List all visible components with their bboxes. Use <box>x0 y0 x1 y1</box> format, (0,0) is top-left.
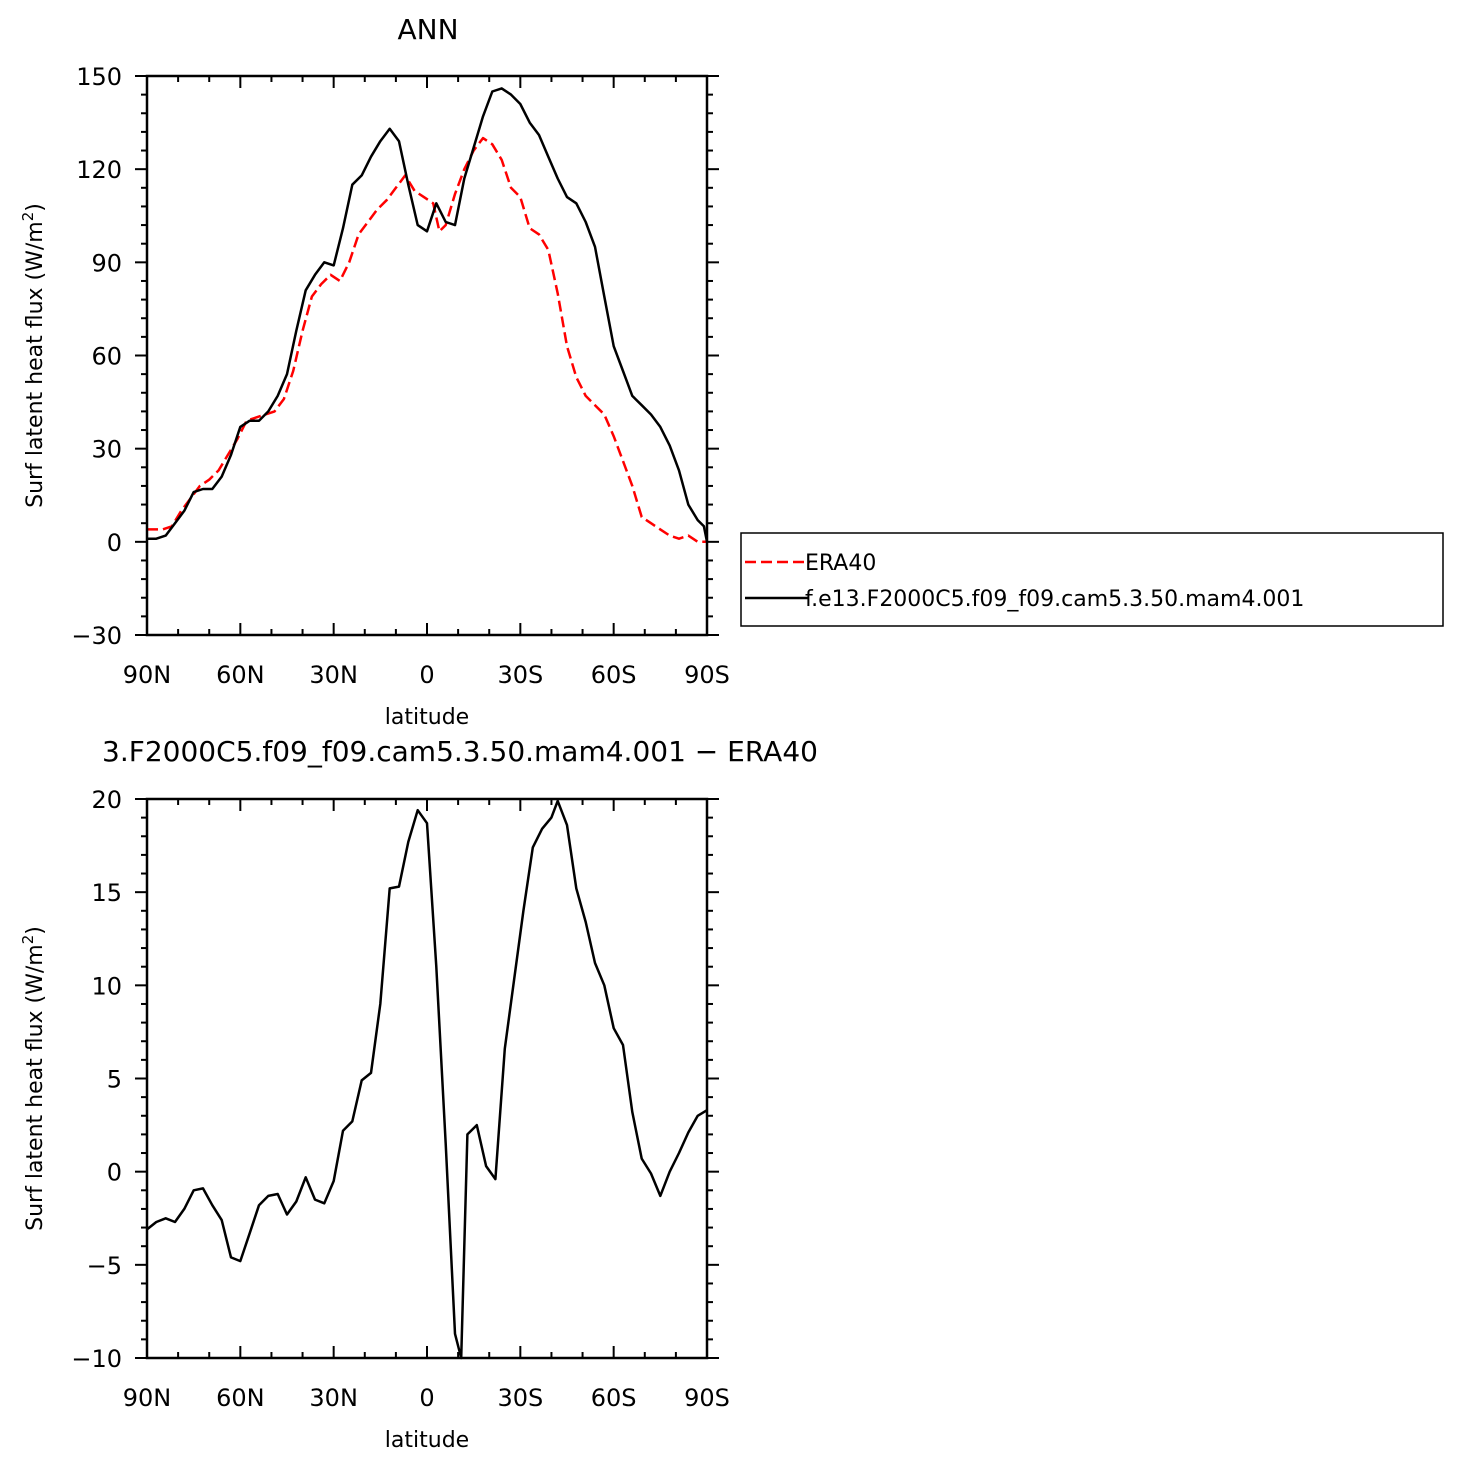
bottom-chart-y-axis-label: Surf latent heat flux (W/m2) <box>19 926 48 1231</box>
bottom-chart-y-tick-label: 20 <box>91 786 122 814</box>
legend-era40-label: ERA40 <box>805 551 876 576</box>
bottom-chart-x-tick-label: 0 <box>419 1384 434 1412</box>
bottom-chart-x-tick-label: 60N <box>216 1384 265 1412</box>
bottom-chart-series-line-0 <box>146 799 708 1360</box>
top-chart-y-tick-label: 0 <box>107 529 122 557</box>
top-chart-x-tick-label: 60S <box>591 661 637 689</box>
top-chart-x-tick-label: 90S <box>684 661 730 689</box>
bottom-chart-x-axis-label: latitude <box>385 1428 469 1453</box>
bottom-chart-x-tick-label: 30S <box>497 1384 543 1412</box>
bottom-chart-title: 3.F2000C5.f09_f09.cam5.3.50.mam4.001 − E… <box>102 735 818 768</box>
top-chart-y-tick-label: 150 <box>76 63 122 91</box>
bottom-chart-y-tick-label: −10 <box>71 1345 122 1373</box>
top-chart-lines <box>147 87 709 544</box>
bottom-chart-tick-labels: 90N 60N 30N 0 30S 60S 90S 20 15 10 5 0 −5 −10 <box>71 786 730 1412</box>
bottom-chart-y-tick-label: 10 <box>91 972 122 1000</box>
bottom-chart-y-axis-label-main: Surf latent heat flux (W/m <box>23 944 48 1231</box>
bottom-chart-y-axis-label-end: ) <box>23 926 48 935</box>
bottom-chart-y-tick-label: 5 <box>107 1066 122 1094</box>
bottom-chart-y-tick-label: 15 <box>91 879 122 907</box>
legend: ERA40 f.e13.F2000C5.f09_f09.cam5.3.50.ma… <box>740 532 1444 627</box>
bottom-chart-x-tick-label: 90S <box>684 1384 730 1412</box>
top-chart-y-axis-label-sup: 2 <box>19 212 37 222</box>
top-chart-y-tick-label: 90 <box>91 249 122 277</box>
top-chart-y-tick-label: 120 <box>76 156 122 184</box>
top-chart-x-tick-label: 90N <box>123 661 172 689</box>
top-chart-ticks <box>135 75 719 636</box>
bottom-chart: 3.F2000C5.f09_f09.cam5.3.50.mam4.001 − E… <box>19 735 818 1453</box>
top-chart-frame <box>145 74 709 637</box>
bottom-chart-frame <box>145 797 709 1360</box>
top-chart-y-tick-label: −30 <box>71 622 122 650</box>
top-chart-y-axis-label-main: Surf latent heat flux (W/m <box>23 221 48 508</box>
bottom-chart-y-tick-label: −5 <box>87 1252 122 1280</box>
top-chart-y-axis-label: Surf latent heat flux (W/m2) <box>19 203 48 508</box>
legend-model-label: f.e13.F2000C5.f09_f09.cam5.3.50.mam4.001 <box>805 587 1304 612</box>
bottom-chart-y-axis-label-sup: 2 <box>19 935 37 945</box>
bottom-chart-x-tick-label: 30N <box>309 1384 358 1412</box>
top-chart-tick-labels: 90N 60N 30N 0 30S 60S 90S 150 120 90 60 30 0 −30 <box>71 63 730 689</box>
bottom-chart-lines <box>146 799 708 1360</box>
bottom-chart-x-tick-label: 60S <box>591 1384 637 1412</box>
bottom-chart-ticks <box>135 798 719 1359</box>
top-chart-y-tick-label: 30 <box>91 436 122 464</box>
top-chart-x-tick-label: 30N <box>309 661 358 689</box>
top-chart-title: ANN <box>397 13 458 46</box>
top-chart-x-tick-label: 0 <box>419 661 434 689</box>
top-chart-series-line-1 <box>147 87 709 543</box>
top-chart-y-tick-label: 60 <box>91 343 122 371</box>
top-chart-x-axis-label: latitude <box>385 705 469 730</box>
legend-box <box>740 532 1444 627</box>
bottom-chart-x-tick-label: 90N <box>123 1384 172 1412</box>
top-chart: ANN 90N 60N 30N 0 30S 60S 90S1501209060300−30 … <box>19 13 730 730</box>
top-chart-x-tick-label: 30S <box>497 661 543 689</box>
bottom-chart-y-tick-label: 0 <box>107 1159 122 1187</box>
top-chart-y-axis-label-end: ) <box>23 203 48 212</box>
top-chart-series-line-0 <box>147 136 707 544</box>
top-chart-x-tick-label: 60N <box>216 661 265 689</box>
